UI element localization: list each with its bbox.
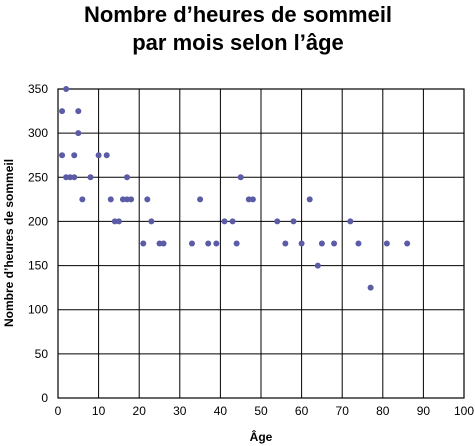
data-point [87, 174, 94, 181]
data-point [79, 196, 86, 203]
data-point [75, 130, 82, 137]
data-point [148, 218, 155, 225]
data-point [213, 240, 220, 247]
y-tick-label: 200 [28, 214, 48, 228]
data-point [144, 196, 151, 203]
data-point [237, 174, 244, 181]
y-tick-label: 0 [41, 391, 48, 405]
x-tick-label: 20 [133, 404, 147, 418]
data-point [229, 218, 236, 225]
data-point [404, 240, 411, 247]
y-tick-label: 300 [28, 126, 48, 140]
data-point [221, 218, 228, 225]
data-point [282, 240, 289, 247]
data-point [59, 152, 66, 159]
x-tick-label: 0 [55, 404, 62, 418]
y-tick-label: 50 [35, 347, 49, 361]
x-tick-label: 80 [376, 404, 390, 418]
data-point [298, 240, 305, 247]
data-points [59, 86, 411, 291]
data-point [140, 240, 147, 247]
data-point [128, 196, 135, 203]
data-point [107, 196, 114, 203]
data-point [383, 240, 390, 247]
data-point [290, 218, 297, 225]
plot-frame [57, 88, 465, 399]
data-point [71, 174, 78, 181]
x-tick-label: 100 [454, 404, 474, 418]
data-point [249, 196, 256, 203]
data-point [314, 262, 321, 269]
data-point [367, 284, 374, 291]
y-tick-label: 250 [28, 170, 48, 184]
data-point [306, 196, 313, 203]
x-tick-label: 70 [336, 404, 350, 418]
chart-title-line-1: Nombre d’heures de sommeil [84, 2, 392, 27]
data-point [355, 240, 362, 247]
data-point [233, 240, 240, 247]
data-point [103, 152, 110, 159]
data-point [115, 218, 122, 225]
data-point [188, 240, 195, 247]
data-point [71, 152, 78, 159]
data-point [205, 240, 212, 247]
x-tick-label: 40 [214, 404, 228, 418]
chart-title-line-2: par mois selon l’âge [132, 30, 344, 55]
data-point [347, 218, 354, 225]
data-point [124, 174, 131, 181]
data-point [274, 218, 281, 225]
data-point [95, 152, 102, 159]
data-point [160, 240, 167, 247]
x-tick-label: 60 [295, 404, 309, 418]
x-tick-label: 30 [173, 404, 187, 418]
x-axis-label: Âge [250, 429, 273, 444]
y-tick-label: 350 [28, 82, 48, 96]
x-tick-label: 10 [92, 404, 106, 418]
y-tick-label: 100 [28, 303, 48, 317]
data-point [59, 108, 66, 115]
data-point [75, 108, 82, 115]
y-tick-label: 150 [28, 259, 48, 273]
grid [57, 88, 465, 399]
data-point [197, 196, 204, 203]
data-point [63, 86, 70, 92]
data-point [331, 240, 338, 247]
tick-labels: 0 10 20 30 40 50 60 70 80 90 100 0 50 100 150 200 250 300… [28, 82, 474, 418]
x-tick-label: 50 [254, 404, 268, 418]
y-axis-label: Nombre d’heures de sommeil [2, 159, 16, 327]
data-point [318, 240, 325, 247]
x-tick-label: 90 [417, 404, 431, 418]
